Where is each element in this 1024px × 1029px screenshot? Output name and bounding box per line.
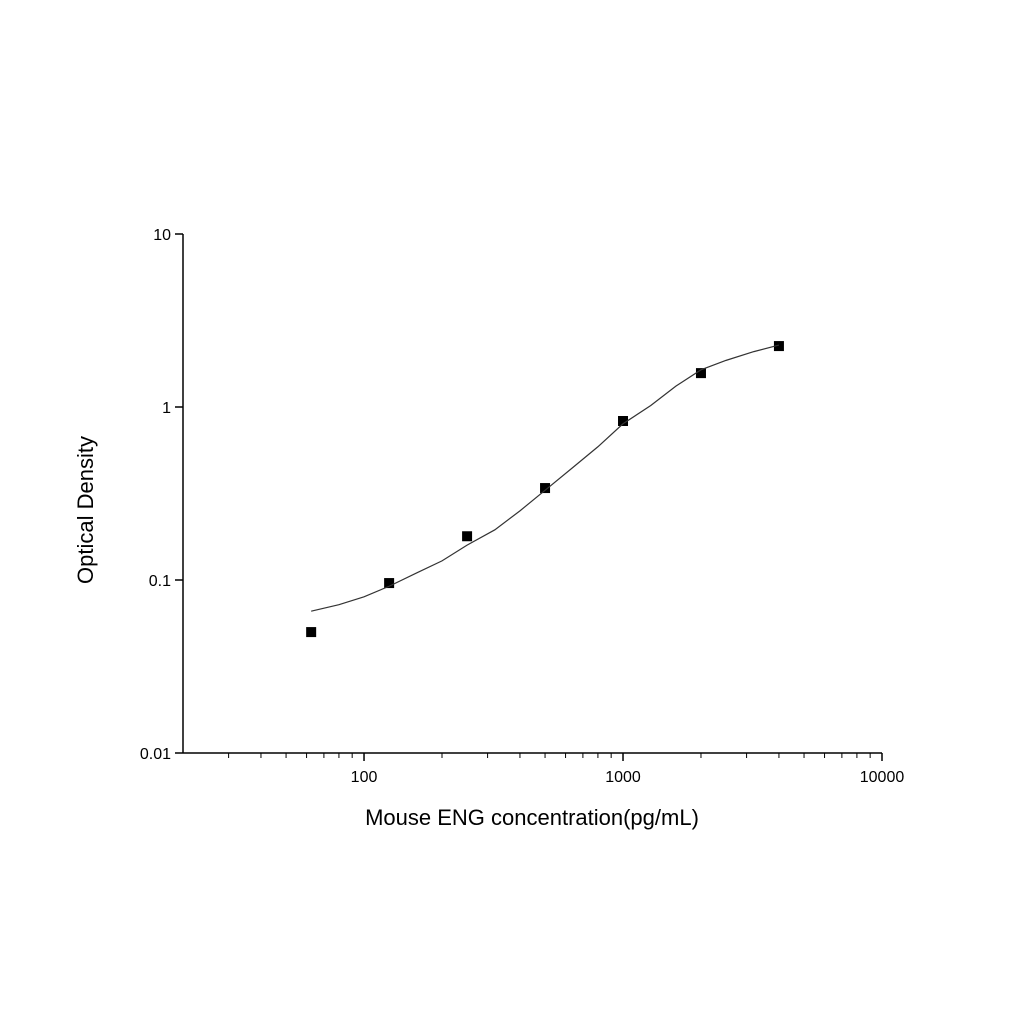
- y-axis-title: Optical Density: [73, 436, 98, 584]
- data-point: [618, 415, 629, 426]
- x-tick-label: 10000: [860, 769, 905, 786]
- y-tick-label: 0.01: [140, 746, 171, 763]
- data-point: [306, 627, 317, 638]
- data-point: [695, 368, 706, 379]
- data-point: [384, 578, 395, 589]
- x-tick-label: 1000: [605, 769, 641, 786]
- fit-curve: [311, 344, 780, 612]
- y-tick-label: 1: [162, 400, 171, 417]
- x-tick-label: 100: [351, 769, 378, 786]
- x-axis-title: Mouse ENG concentration(pg/mL): [365, 805, 699, 830]
- data-point: [462, 531, 473, 542]
- data-point: [773, 341, 784, 352]
- y-tick-label: 0.1: [149, 573, 171, 590]
- data-point: [540, 483, 551, 494]
- y-tick-label: 10: [153, 227, 171, 244]
